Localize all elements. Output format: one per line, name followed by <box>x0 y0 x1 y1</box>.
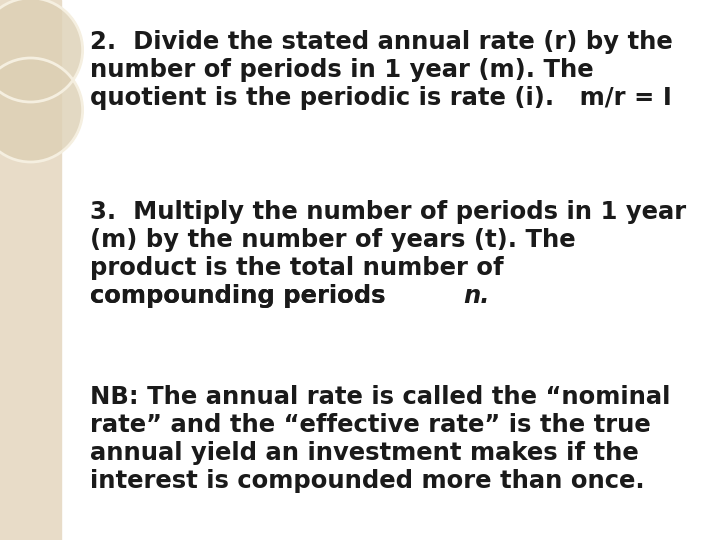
Text: compounding periods: compounding periods <box>90 284 394 308</box>
Text: product is the total number of: product is the total number of <box>90 256 503 280</box>
Text: n.: n. <box>464 284 490 308</box>
Text: number of periods in 1 year (m). The: number of periods in 1 year (m). The <box>90 58 593 82</box>
Text: 2.  Divide the stated annual rate (r) by the: 2. Divide the stated annual rate (r) by … <box>90 30 672 54</box>
Text: interest is compounded more than once.: interest is compounded more than once. <box>90 469 644 493</box>
Text: NB: The annual rate is called the “nominal: NB: The annual rate is called the “nomin… <box>90 385 670 409</box>
Text: rate” and the “effective rate” is the true: rate” and the “effective rate” is the tr… <box>90 413 651 437</box>
Text: (m) by the number of years (t). The: (m) by the number of years (t). The <box>90 228 575 252</box>
Circle shape <box>0 0 83 102</box>
Text: compounding periods: compounding periods <box>90 284 394 308</box>
Circle shape <box>0 58 83 162</box>
Bar <box>0 0 61 540</box>
Text: quotient is the periodic is rate (i).   m/r = I: quotient is the periodic is rate (i). m/… <box>90 86 672 110</box>
Text: 3.  Multiply the number of periods in 1 year: 3. Multiply the number of periods in 1 y… <box>90 200 686 224</box>
Text: annual yield an investment makes if the: annual yield an investment makes if the <box>90 441 639 465</box>
